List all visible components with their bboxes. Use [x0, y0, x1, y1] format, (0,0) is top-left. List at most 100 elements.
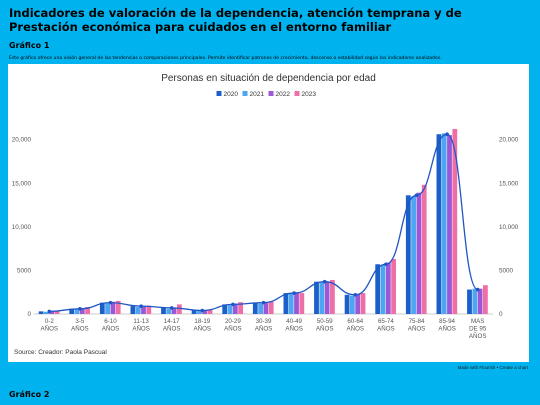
x-tick-label-9-1: AÑOS	[316, 326, 334, 333]
x-tick-label-6-1: AÑOS	[224, 326, 242, 333]
bar-2023-13	[452, 128, 458, 314]
bar-2020-2	[99, 302, 105, 314]
line-point-2020-2	[108, 300, 113, 305]
bar-2022-5	[202, 310, 208, 314]
x-tick-label-10-0: 60-64	[347, 318, 363, 325]
x-tick-label-0-1: AÑOS	[41, 326, 59, 333]
x-tick-label-3-0: 11-13	[133, 318, 149, 325]
legend-swatch-2023	[294, 91, 300, 96]
bar-2021-7	[258, 303, 263, 314]
bar-2020-9	[314, 281, 319, 314]
line-point-2020-7	[261, 300, 266, 305]
legend-swatch-2021	[242, 91, 248, 96]
bar-2020-10	[344, 294, 350, 314]
bar-2023-8	[299, 293, 305, 314]
x-tick-label-7-0: 30-39	[256, 318, 272, 325]
line-point-2020-10	[353, 293, 358, 297]
bar-2022-13	[447, 135, 452, 314]
bar-2022-1	[79, 308, 85, 314]
x-tick-label-3-1: AÑOS	[132, 326, 150, 333]
section-heading-grafico-1: Gráfico 1	[9, 41, 50, 50]
bar-2023-5	[207, 309, 213, 314]
x-tick-label-0-0: 0-2	[45, 318, 55, 325]
y-tick-label-right: 20,000	[499, 137, 519, 144]
x-tick-label-14-1: DE 95	[469, 326, 487, 333]
bar-2022-8	[294, 292, 299, 314]
section-heading-grafico-2: Gráfico 2	[9, 390, 50, 399]
line-point-2020-9	[322, 279, 327, 284]
bar-2022-12	[416, 192, 422, 314]
bar-2023-11	[391, 259, 396, 314]
y-tick-label-left: 0	[27, 311, 31, 318]
bar-2023-12	[421, 184, 427, 314]
bar-2020-7	[252, 302, 258, 314]
x-tick-label-4-0: 14-17	[164, 318, 180, 325]
x-tick-label-9-0: 50-59	[317, 318, 333, 325]
y-tick-label-right: 10,000	[499, 224, 519, 231]
line-point-2020-8	[292, 291, 296, 295]
bar-2021-13	[441, 133, 447, 314]
bar-2022-4	[171, 307, 177, 314]
x-tick-label-2-1: AÑOS	[102, 326, 120, 333]
x-tick-label-5-1: AÑOS	[194, 326, 212, 333]
y-tick-label-right: 0	[499, 311, 503, 318]
chart-svg: Personas en situación de dependencia por…	[12, 73, 519, 340]
line-point-2020-1	[78, 306, 82, 311]
bar-2021-9	[319, 282, 325, 314]
x-tick-label-1-0: 3-5	[75, 318, 85, 325]
bar-2020-1	[69, 308, 75, 314]
y-tick-label-right: 15,000	[499, 180, 519, 187]
bar-2021-14	[472, 288, 478, 314]
bar-2020-5	[191, 310, 197, 314]
bar-2020-6	[222, 304, 228, 314]
bar-2020-0	[38, 311, 44, 314]
x-tick-label-1-1: AÑOS	[71, 326, 89, 333]
line-point-2020-6	[231, 302, 235, 307]
line-point-2020-14	[475, 287, 480, 292]
x-tick-label-11-0: 65-74	[378, 318, 394, 325]
bar-2022-11	[385, 262, 391, 314]
x-tick-label-12-1: AÑOS	[408, 326, 426, 333]
line-point-2020-13	[445, 132, 449, 137]
bar-2022-0	[49, 311, 55, 314]
bar-2023-3	[146, 305, 152, 314]
legend-label-2023: 2023	[302, 91, 317, 98]
chart-card: Personas en situación de dependencia por…	[8, 64, 529, 362]
bar-2022-10	[355, 293, 361, 314]
bar-2021-10	[350, 295, 355, 314]
x-tick-label-2-0: 6-10	[104, 318, 117, 325]
y-tick-label-right: 5000	[499, 268, 514, 275]
y-tick-label-left: 20,000	[12, 137, 32, 144]
bar-2020-14	[467, 289, 472, 314]
bar-2023-7	[268, 301, 274, 314]
bar-2023-14	[483, 285, 488, 314]
bar-2022-6	[232, 303, 238, 314]
chart-source: Source: Creador: Paola Pascual	[14, 349, 107, 356]
bar-2021-3	[135, 307, 141, 314]
bar-2021-8	[288, 293, 294, 314]
chart-title: Personas en situación de dependencia por…	[161, 73, 376, 84]
x-tick-label-14-2: AÑOS	[469, 333, 487, 340]
bar-2021-5	[197, 310, 202, 314]
x-tick-label-10-1: AÑOS	[347, 326, 365, 333]
line-point-2020-4	[169, 306, 174, 310]
line-point-2020-5	[200, 308, 205, 313]
bar-2023-6	[238, 302, 243, 314]
x-tick-label-4-1: AÑOS	[163, 326, 181, 333]
x-tick-label-5-0: 18-19	[194, 318, 210, 325]
y-tick-label-left: 10,000	[12, 224, 32, 231]
line-2020	[49, 133, 479, 313]
x-tick-label-11-1: AÑOS	[377, 326, 395, 333]
bar-2023-4	[177, 304, 182, 314]
x-tick-label-8-1: AÑOS	[285, 326, 303, 333]
legend-swatch-2020	[216, 91, 222, 96]
x-tick-label-13-1: AÑOS	[438, 326, 456, 333]
flourish-credit-link[interactable]: Made with Flourish • Create a chart	[457, 365, 528, 370]
bar-2021-1	[74, 309, 80, 314]
x-tick-label-8-0: 40-49	[286, 318, 302, 325]
bar-2022-9	[324, 281, 330, 314]
x-tick-label-6-0: 20-29	[225, 318, 241, 325]
legend-label-2022: 2022	[276, 91, 291, 98]
line-point-2020-12	[414, 193, 419, 198]
y-tick-label-left: 15,000	[12, 180, 32, 187]
